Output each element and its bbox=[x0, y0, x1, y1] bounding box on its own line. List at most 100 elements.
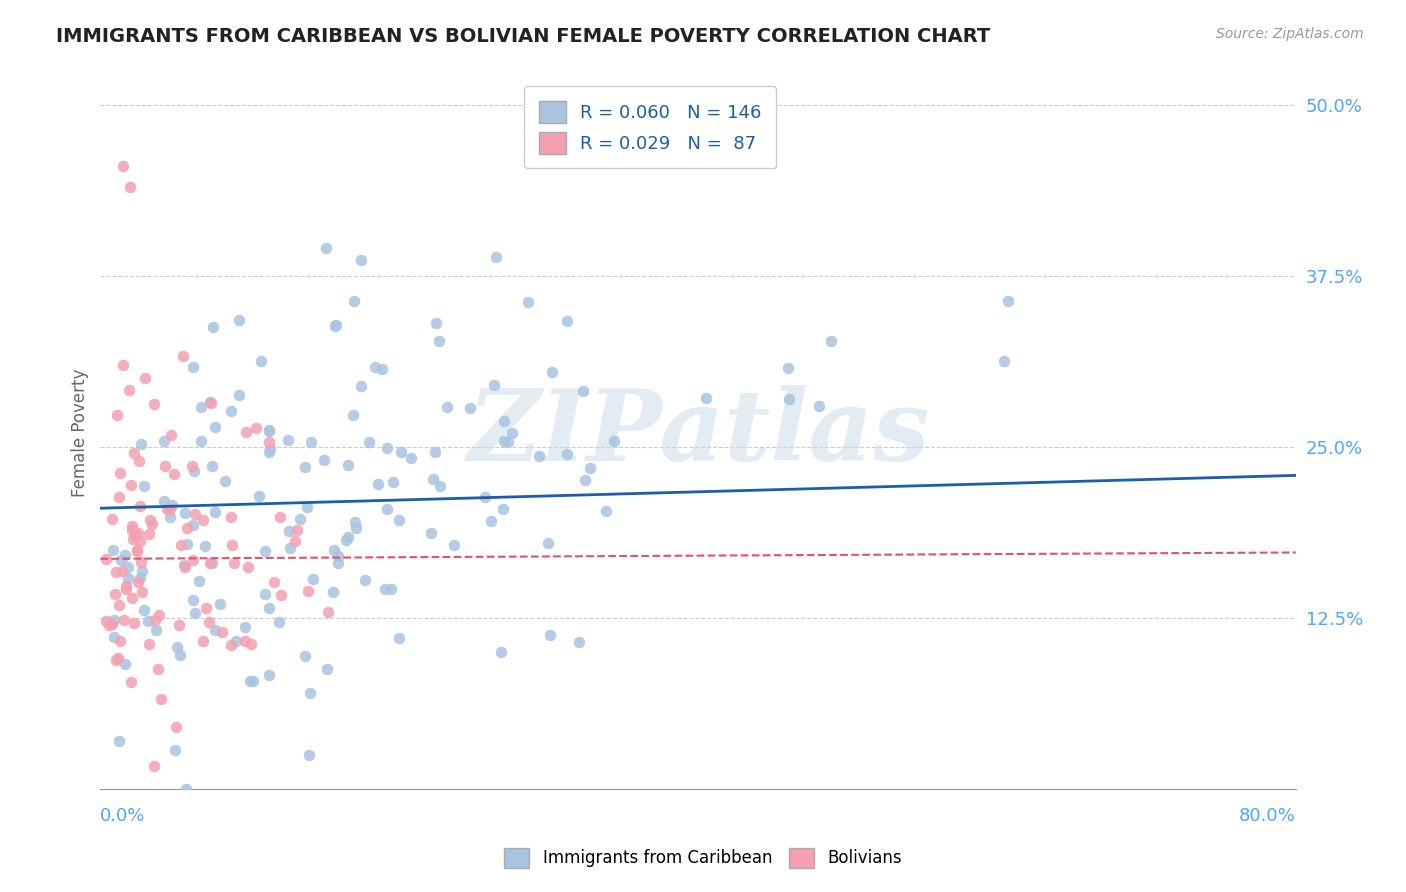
Point bbox=[603, 434, 626, 448]
Point bbox=[492, 434, 515, 449]
Point bbox=[389, 445, 412, 459]
Point bbox=[129, 555, 152, 569]
Text: IMMIGRANTS FROM CARIBBEAN VS BOLIVIAN FEMALE POVERTY CORRELATION CHART: IMMIGRANTS FROM CARIBBEAN VS BOLIVIAN FE… bbox=[56, 27, 990, 45]
Text: 80.0%: 80.0% bbox=[1239, 806, 1296, 824]
Point bbox=[399, 451, 422, 466]
Point bbox=[115, 579, 138, 593]
Point bbox=[125, 543, 148, 558]
Point bbox=[297, 583, 319, 598]
Point bbox=[269, 509, 291, 524]
Point bbox=[160, 498, 183, 512]
Point bbox=[359, 435, 381, 450]
Point bbox=[105, 565, 128, 579]
Point bbox=[214, 474, 236, 488]
Point bbox=[181, 518, 204, 533]
Point bbox=[263, 575, 285, 590]
Point bbox=[149, 692, 172, 706]
Point bbox=[501, 426, 523, 441]
Point bbox=[165, 743, 187, 757]
Point bbox=[111, 358, 134, 372]
Point bbox=[204, 624, 226, 638]
Point bbox=[374, 582, 396, 596]
Point bbox=[228, 388, 250, 402]
Point bbox=[233, 633, 256, 648]
Point bbox=[115, 582, 138, 596]
Point bbox=[325, 318, 347, 332]
Point bbox=[134, 371, 156, 385]
Point bbox=[315, 241, 337, 255]
Point bbox=[129, 533, 152, 548]
Point bbox=[174, 506, 197, 520]
Point bbox=[176, 521, 198, 535]
Point bbox=[294, 460, 316, 475]
Point bbox=[326, 549, 349, 563]
Point bbox=[458, 401, 481, 415]
Point bbox=[233, 620, 256, 634]
Point bbox=[278, 541, 301, 556]
Point bbox=[132, 603, 155, 617]
Point bbox=[129, 499, 152, 513]
Point bbox=[108, 466, 131, 480]
Point bbox=[159, 428, 181, 442]
Point bbox=[496, 434, 519, 449]
Point bbox=[247, 489, 270, 503]
Point bbox=[107, 408, 129, 422]
Point bbox=[423, 444, 446, 458]
Point bbox=[297, 747, 319, 762]
Point bbox=[239, 673, 262, 688]
Point bbox=[122, 532, 145, 546]
Point bbox=[778, 392, 800, 407]
Point bbox=[494, 414, 516, 428]
Point bbox=[254, 544, 277, 558]
Point bbox=[284, 534, 307, 549]
Point bbox=[156, 502, 179, 516]
Point bbox=[204, 420, 226, 434]
Point bbox=[114, 548, 136, 562]
Point bbox=[100, 512, 122, 526]
Point bbox=[181, 459, 204, 474]
Point bbox=[128, 454, 150, 468]
Point bbox=[127, 525, 149, 540]
Point bbox=[108, 633, 131, 648]
Point bbox=[193, 634, 215, 648]
Point bbox=[201, 458, 224, 473]
Point bbox=[141, 516, 163, 531]
Point bbox=[125, 543, 148, 558]
Point bbox=[778, 360, 800, 375]
Point bbox=[318, 605, 340, 619]
Point bbox=[267, 615, 290, 629]
Point bbox=[326, 556, 349, 570]
Point bbox=[422, 472, 444, 486]
Point bbox=[568, 635, 591, 649]
Point bbox=[557, 313, 579, 327]
Point bbox=[425, 317, 447, 331]
Point bbox=[257, 423, 280, 437]
Point bbox=[94, 551, 117, 566]
Point bbox=[538, 628, 561, 642]
Point bbox=[380, 582, 402, 596]
Point bbox=[134, 479, 156, 493]
Point bbox=[342, 408, 364, 422]
Point bbox=[595, 504, 617, 518]
Text: Source: ZipAtlas.com: Source: ZipAtlas.com bbox=[1216, 27, 1364, 41]
Point bbox=[219, 509, 242, 524]
Point bbox=[120, 179, 142, 194]
Point bbox=[555, 447, 578, 461]
Point bbox=[153, 493, 176, 508]
Point bbox=[146, 662, 169, 676]
Point bbox=[201, 556, 224, 570]
Point bbox=[298, 686, 321, 700]
Point bbox=[166, 640, 188, 654]
Point bbox=[188, 574, 211, 589]
Point bbox=[121, 518, 143, 533]
Point bbox=[517, 294, 540, 309]
Point bbox=[492, 501, 515, 516]
Point bbox=[120, 674, 142, 689]
Point bbox=[194, 600, 217, 615]
Point bbox=[695, 391, 717, 405]
Point bbox=[103, 630, 125, 644]
Point bbox=[367, 477, 389, 491]
Point bbox=[107, 651, 129, 665]
Point bbox=[127, 575, 149, 590]
Point bbox=[350, 252, 373, 267]
